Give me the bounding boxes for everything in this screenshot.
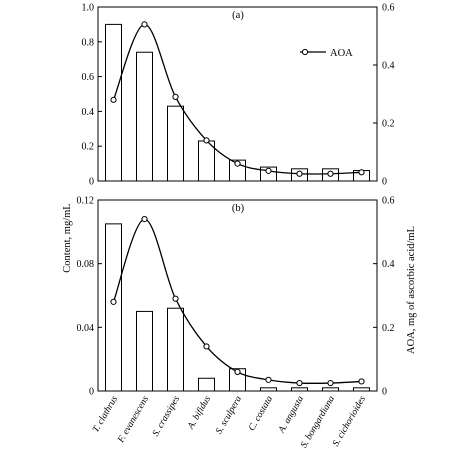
aoa-point — [234, 368, 241, 375]
aoa-point — [203, 137, 210, 144]
category-label: T. clathrus — [91, 394, 120, 434]
y-axis-left-title: Content, mg/mL — [62, 203, 73, 272]
y-left-tick-label: 0 — [89, 387, 94, 398]
category-label: F. evanescens — [116, 394, 151, 445]
aoa-point — [296, 170, 303, 177]
y-right-tick-label: 0.4 — [382, 259, 395, 270]
y-left-tick-label: 0.08 — [77, 259, 95, 270]
bar — [198, 140, 215, 182]
aoa-line — [112, 23, 362, 175]
bar — [260, 387, 277, 392]
y-axis-right-title: AOA, mg of ascorbic acid/mL — [406, 226, 417, 354]
aoa-point — [141, 21, 148, 28]
panel-b: 0 0.04 0.08 0.12 0 0.2 0.4 0.6 (b) — [77, 196, 395, 398]
legend-marker — [301, 48, 309, 56]
category-label: S. crassipes — [151, 394, 182, 438]
y-right-tick-label: 0 — [382, 387, 387, 398]
bar — [198, 377, 215, 392]
aoa-point — [110, 298, 117, 305]
category-label: C. costata — [247, 394, 275, 433]
aoa-point — [358, 169, 365, 176]
y-left-tick-label: 0.2 — [82, 142, 95, 153]
y-right-tick-label: 0 — [382, 177, 387, 188]
bar — [291, 387, 308, 392]
y-right-tick-label: 0.6 — [382, 196, 395, 207]
y-right-tick-label: 0.4 — [382, 61, 395, 72]
bar — [322, 387, 339, 392]
aoa-point — [172, 295, 179, 302]
bar — [105, 223, 122, 392]
panel-a: 0 0.2 0.4 0.6 0.8 1.0 0 0.2 0.4 0.6 (a) AOA — [82, 3, 395, 188]
bar — [136, 310, 153, 392]
y-left-tick-label: 0.12 — [77, 196, 95, 207]
y-left-tick-label: 1.0 — [82, 3, 95, 14]
aoa-point — [327, 379, 334, 387]
aoa-point — [110, 96, 117, 103]
aoa-point — [203, 343, 210, 350]
bar — [167, 307, 184, 392]
y-left-tick-label: 0.04 — [77, 323, 95, 334]
y-left-tick-label: 0.8 — [82, 37, 95, 48]
aoa-point — [358, 378, 365, 385]
aoa-point — [172, 93, 179, 101]
y-right-tick-label: 0.2 — [382, 119, 395, 130]
aoa-point — [265, 167, 272, 174]
aoa-point — [296, 379, 303, 387]
panel-label: (b) — [232, 203, 245, 214]
y-left-tick-label: 0 — [89, 177, 94, 188]
y-right-tick-label: 0.2 — [382, 323, 395, 334]
category-label: S. sculpera — [214, 394, 244, 436]
bar — [136, 51, 153, 182]
legend-label: AOA — [330, 48, 353, 59]
category-label: A. bifidus — [185, 394, 213, 432]
y-left-tick-label: 0.4 — [82, 107, 95, 118]
bar — [167, 105, 184, 182]
y-right-tick-label: 0.6 — [382, 3, 395, 14]
aoa-point — [327, 170, 334, 177]
category-label: A. angusta — [277, 394, 307, 435]
aoa-point — [141, 216, 148, 223]
category-label: S. cichorioides — [331, 394, 368, 448]
aoa-line — [112, 218, 362, 384]
y-left-tick-label: 0.6 — [82, 72, 95, 83]
aoa-point — [265, 376, 272, 383]
aoa-point — [234, 160, 241, 167]
panel-label: (a) — [232, 10, 244, 21]
bar — [353, 387, 370, 392]
